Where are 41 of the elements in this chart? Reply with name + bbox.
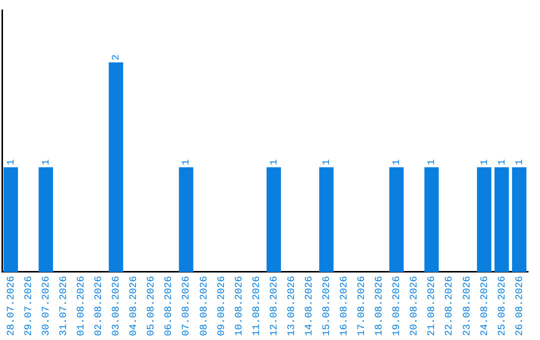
data-label: 1	[427, 159, 438, 166]
x-tick-label: 06.08.2026	[164, 276, 176, 336]
data-label: 1	[322, 159, 334, 166]
x-tick-label: 23.08.2026	[462, 276, 474, 336]
x-tick-label: 03.08.2026	[112, 276, 123, 336]
x-tick-label: 28.07.2026	[6, 276, 18, 336]
x-tick-label: 04.08.2026	[129, 276, 140, 336]
x-tick-label: 25.08.2026	[497, 276, 508, 336]
x-tick-label: 30.07.2026	[41, 276, 52, 336]
x-tick-label: 10.08.2026	[234, 276, 246, 336]
data-label: 2	[112, 54, 123, 60]
data-label: 1	[6, 159, 18, 166]
x-tick-label: 12.08.2026	[269, 276, 280, 336]
x-tick-label: 16.08.2026	[340, 276, 351, 336]
x-tick-label: 05.08.2026	[146, 276, 158, 336]
data-label: 1	[182, 159, 193, 166]
x-tick-label: 08.08.2026	[199, 276, 210, 336]
x-tick-label: 09.08.2026	[216, 276, 228, 336]
x-tick-label: 13.08.2026	[286, 276, 298, 336]
x-tick-label: 20.08.2026	[410, 276, 421, 336]
x-tick-label: 18.08.2026	[374, 276, 386, 336]
x-tick-label: 29.07.2026	[24, 276, 35, 336]
x-tick-label: 19.08.2026	[392, 276, 404, 336]
x-tick-label: 22.08.2026	[444, 276, 456, 336]
data-label: 1	[480, 159, 491, 166]
x-tick-label: 01.08.2026	[76, 276, 88, 336]
data-label: 1	[497, 159, 508, 166]
x-tick-label: 21.08.2026	[427, 276, 438, 336]
x-tick-label: 26.08.2026	[514, 276, 526, 336]
data-label: 1	[41, 159, 52, 166]
x-tick-label: 14.08.2026	[304, 276, 316, 336]
data-label: 1	[392, 159, 404, 166]
x-tick-label: 17.08.2026	[357, 276, 368, 336]
x-tick-label: 24.08.2026	[480, 276, 491, 336]
x-tick-label: 02.08.2026	[94, 276, 106, 336]
data-label: 1	[269, 159, 280, 166]
x-tick-label: 15.08.2026	[322, 276, 334, 336]
x-tick-label: 11.08.2026	[252, 276, 263, 336]
x-tick-label: 07.08.2026	[182, 276, 193, 336]
data-label: 1	[514, 159, 526, 166]
x-tick-label: 31.07.2026	[59, 276, 70, 336]
